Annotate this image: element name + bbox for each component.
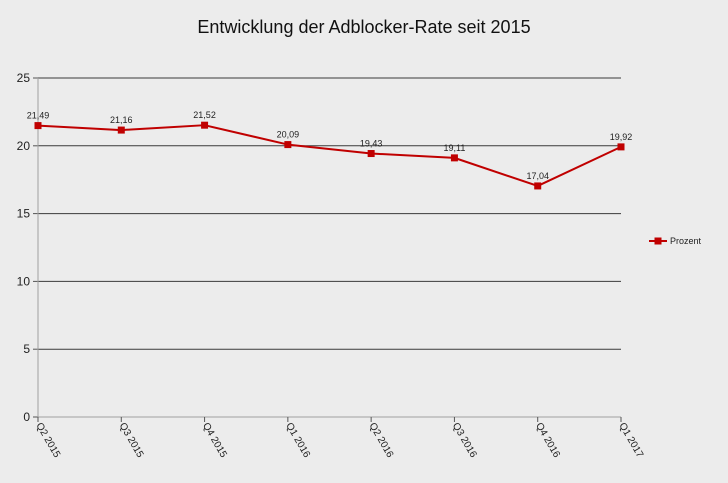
legend-label-prozent: Prozent bbox=[670, 236, 702, 246]
gridlines bbox=[38, 77, 621, 350]
y-tick-label: 25 bbox=[17, 71, 31, 85]
data-point bbox=[617, 143, 625, 151]
data-point bbox=[450, 154, 458, 162]
data-point bbox=[117, 126, 125, 134]
data-label: 21,52 bbox=[193, 110, 216, 120]
legend-marker bbox=[654, 237, 662, 245]
x-tick-label: Q2 2015 bbox=[33, 421, 62, 460]
legend: Prozent bbox=[649, 236, 702, 246]
data-label: 19,92 bbox=[610, 132, 633, 142]
chart-title: Entwicklung der Adblocker-Rate seit 2015 bbox=[197, 17, 530, 37]
x-tick-label: Q3 2016 bbox=[450, 421, 479, 460]
y-tick-labels: 0 5 10 15 20 25 bbox=[17, 71, 31, 424]
y-tick-label: 0 bbox=[23, 410, 30, 424]
x-tick-label: Q4 2016 bbox=[533, 421, 562, 460]
x-tick-labels: Q2 2015 Q3 2015 Q4 2015 Q1 2016 Q2 2016 Q3 20… bbox=[33, 421, 645, 460]
data-label: 19,11 bbox=[443, 143, 465, 153]
x-tick-label: Q2 2016 bbox=[367, 421, 396, 460]
data-labels: 21,49 21,16 21,52 20,09 19,43 19,11 17,04 19,92 bbox=[27, 110, 633, 181]
data-label: 17,04 bbox=[526, 171, 549, 181]
x-tick-label: Q1 2016 bbox=[283, 421, 312, 460]
data-point bbox=[284, 141, 292, 149]
x-tick-label: Q4 2015 bbox=[200, 421, 229, 460]
data-point bbox=[367, 150, 375, 158]
data-label: 21,49 bbox=[27, 111, 50, 121]
x-tick-label: Q3 2015 bbox=[117, 421, 146, 460]
data-point bbox=[201, 121, 209, 129]
data-point bbox=[534, 182, 542, 190]
series-prozent bbox=[34, 121, 625, 190]
y-tick-label: 20 bbox=[17, 139, 31, 153]
axes bbox=[33, 77, 622, 422]
x-tick-label: Q1 2017 bbox=[616, 421, 645, 460]
data-point bbox=[34, 122, 42, 130]
series-line bbox=[37, 124, 622, 187]
y-tick-label: 10 bbox=[17, 274, 31, 288]
y-tick-label: 15 bbox=[17, 207, 31, 221]
y-tick-label: 5 bbox=[23, 342, 30, 356]
data-label: 21,16 bbox=[110, 115, 133, 125]
data-label: 19,43 bbox=[360, 139, 383, 149]
data-label: 20,09 bbox=[277, 130, 300, 140]
